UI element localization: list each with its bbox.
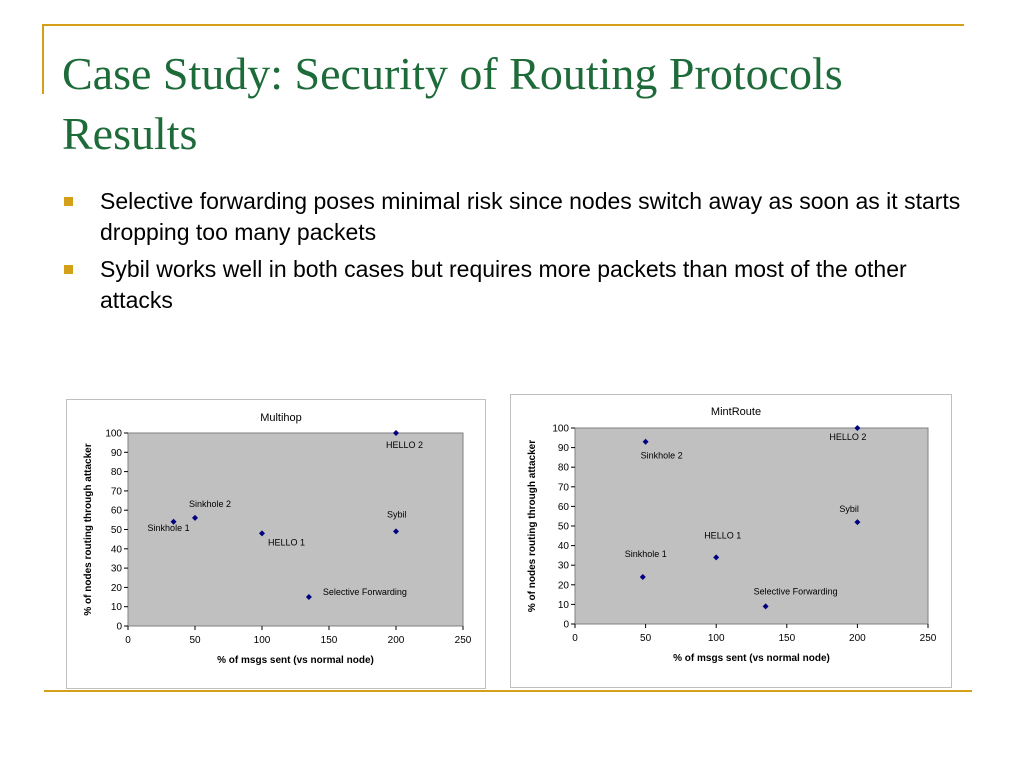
y-tick-label: 70 bbox=[558, 482, 570, 493]
chart-title: Multihop bbox=[260, 412, 302, 424]
data-point-label: HELLO 2 bbox=[386, 440, 423, 450]
y-tick-label: 100 bbox=[552, 424, 569, 435]
x-axis-label: % of msgs sent (vs normal node) bbox=[673, 653, 830, 664]
y-tick-label: 50 bbox=[558, 522, 570, 533]
x-tick-label: 250 bbox=[455, 635, 472, 646]
y-tick-label: 20 bbox=[111, 583, 123, 594]
data-point-label: HELLO 1 bbox=[704, 530, 741, 540]
y-tick-label: 80 bbox=[111, 467, 123, 478]
y-tick-label: 0 bbox=[116, 622, 122, 633]
mintroute-chart: MintRoute 0 10 20 30 40 50 60 70 80 90 100 0 50 100 150… bbox=[510, 394, 952, 688]
bottom-rule bbox=[44, 690, 972, 692]
y-tick-label: 10 bbox=[558, 600, 570, 611]
bullet-item: Sybil works well in both cases but requi… bbox=[64, 254, 964, 316]
square-bullet-icon bbox=[64, 265, 73, 274]
x-axis-label: % of msgs sent (vs normal node) bbox=[217, 655, 374, 666]
x-tick-label: 150 bbox=[778, 633, 795, 644]
left-rule bbox=[42, 24, 44, 94]
top-rule bbox=[44, 24, 964, 26]
y-tick-label: 30 bbox=[111, 564, 123, 575]
y-tick-label: 50 bbox=[111, 525, 123, 536]
data-point-label: HELLO 2 bbox=[829, 432, 866, 442]
y-tick-label: 90 bbox=[111, 448, 123, 459]
data-point-marker bbox=[854, 425, 861, 431]
y-tick-label: 10 bbox=[111, 602, 123, 613]
square-bullet-icon bbox=[64, 197, 73, 206]
y-tick-label: 60 bbox=[111, 506, 123, 517]
y-tick-label: 40 bbox=[111, 544, 123, 555]
mintroute-chart-svg: MintRoute 0 10 20 30 40 50 60 70 80 90 100 0 50 100 150… bbox=[527, 406, 937, 664]
data-point-marker bbox=[192, 514, 198, 521]
data-point-label: Sinkhole 1 bbox=[625, 549, 667, 559]
x-tick-label: 50 bbox=[640, 633, 652, 644]
multihop-chart: Multihop 0 10 20 30 40 50 60 70 80 90 100 0 50 100 150 2… bbox=[66, 399, 486, 689]
data-point-marker bbox=[259, 530, 265, 537]
data-point-marker bbox=[642, 438, 649, 445]
data-point-label: Sinkhole 1 bbox=[148, 523, 190, 533]
y-tick-label: 0 bbox=[563, 620, 569, 631]
x-tick-label: 200 bbox=[388, 635, 405, 646]
x-tick-label: 0 bbox=[125, 635, 131, 646]
bullet-text: Selective forwarding poses minimal risk … bbox=[100, 188, 961, 245]
y-axis-label: % of nodes routing through attacker bbox=[83, 443, 94, 615]
bullet-item: Selective forwarding poses minimal risk … bbox=[64, 186, 964, 248]
x-tick-label: 0 bbox=[572, 633, 578, 644]
data-point-marker bbox=[854, 519, 861, 526]
data-point-label: Selective Forwarding bbox=[754, 586, 838, 596]
x-tick-label: 150 bbox=[321, 635, 338, 646]
y-tick-label: 100 bbox=[105, 429, 122, 440]
data-point-marker bbox=[305, 594, 312, 601]
plot-area bbox=[127, 432, 464, 627]
y-tick-label: 90 bbox=[558, 443, 570, 454]
data-point-marker bbox=[170, 518, 177, 525]
y-tick-label: 20 bbox=[558, 580, 570, 591]
data-point-marker bbox=[762, 603, 769, 610]
y-tick-label: 60 bbox=[558, 502, 570, 513]
slide-title: Case Study: Security of Routing Protocol… bbox=[62, 48, 843, 159]
data-point-marker bbox=[393, 528, 399, 535]
multihop-chart-svg: Multihop 0 10 20 30 40 50 60 70 80 90 100 0 50 100 150 2… bbox=[83, 412, 472, 666]
data-point-label: Sybil bbox=[839, 504, 859, 514]
bullet-text: Sybil works well in both cases but requi… bbox=[100, 256, 907, 313]
data-point-label: Sinkhole 2 bbox=[189, 499, 231, 509]
y-tick-label: 70 bbox=[111, 486, 123, 497]
bullet-list: Selective forwarding poses minimal risk … bbox=[64, 186, 964, 322]
data-point-label: HELLO 1 bbox=[268, 537, 305, 547]
data-point-label: Selective Forwarding bbox=[323, 587, 407, 597]
x-tick-label: 200 bbox=[849, 633, 866, 644]
x-tick-label: 50 bbox=[189, 635, 201, 646]
chart-title: MintRoute bbox=[711, 406, 761, 418]
y-tick-label: 40 bbox=[558, 541, 570, 552]
x-tick-label: 250 bbox=[920, 633, 937, 644]
data-point-marker bbox=[713, 554, 720, 561]
y-axis-label: % of nodes routing through attacker bbox=[527, 440, 538, 612]
x-tick-label: 100 bbox=[254, 635, 271, 646]
data-point-marker bbox=[639, 573, 646, 580]
data-point-label: Sybil bbox=[387, 509, 407, 519]
plot-area bbox=[574, 427, 929, 625]
data-point-marker bbox=[393, 430, 399, 436]
y-tick-label: 30 bbox=[558, 561, 570, 572]
x-tick-label: 100 bbox=[708, 633, 725, 644]
data-point-label: Sinkhole 2 bbox=[641, 451, 683, 461]
y-tick-label: 80 bbox=[558, 463, 570, 474]
